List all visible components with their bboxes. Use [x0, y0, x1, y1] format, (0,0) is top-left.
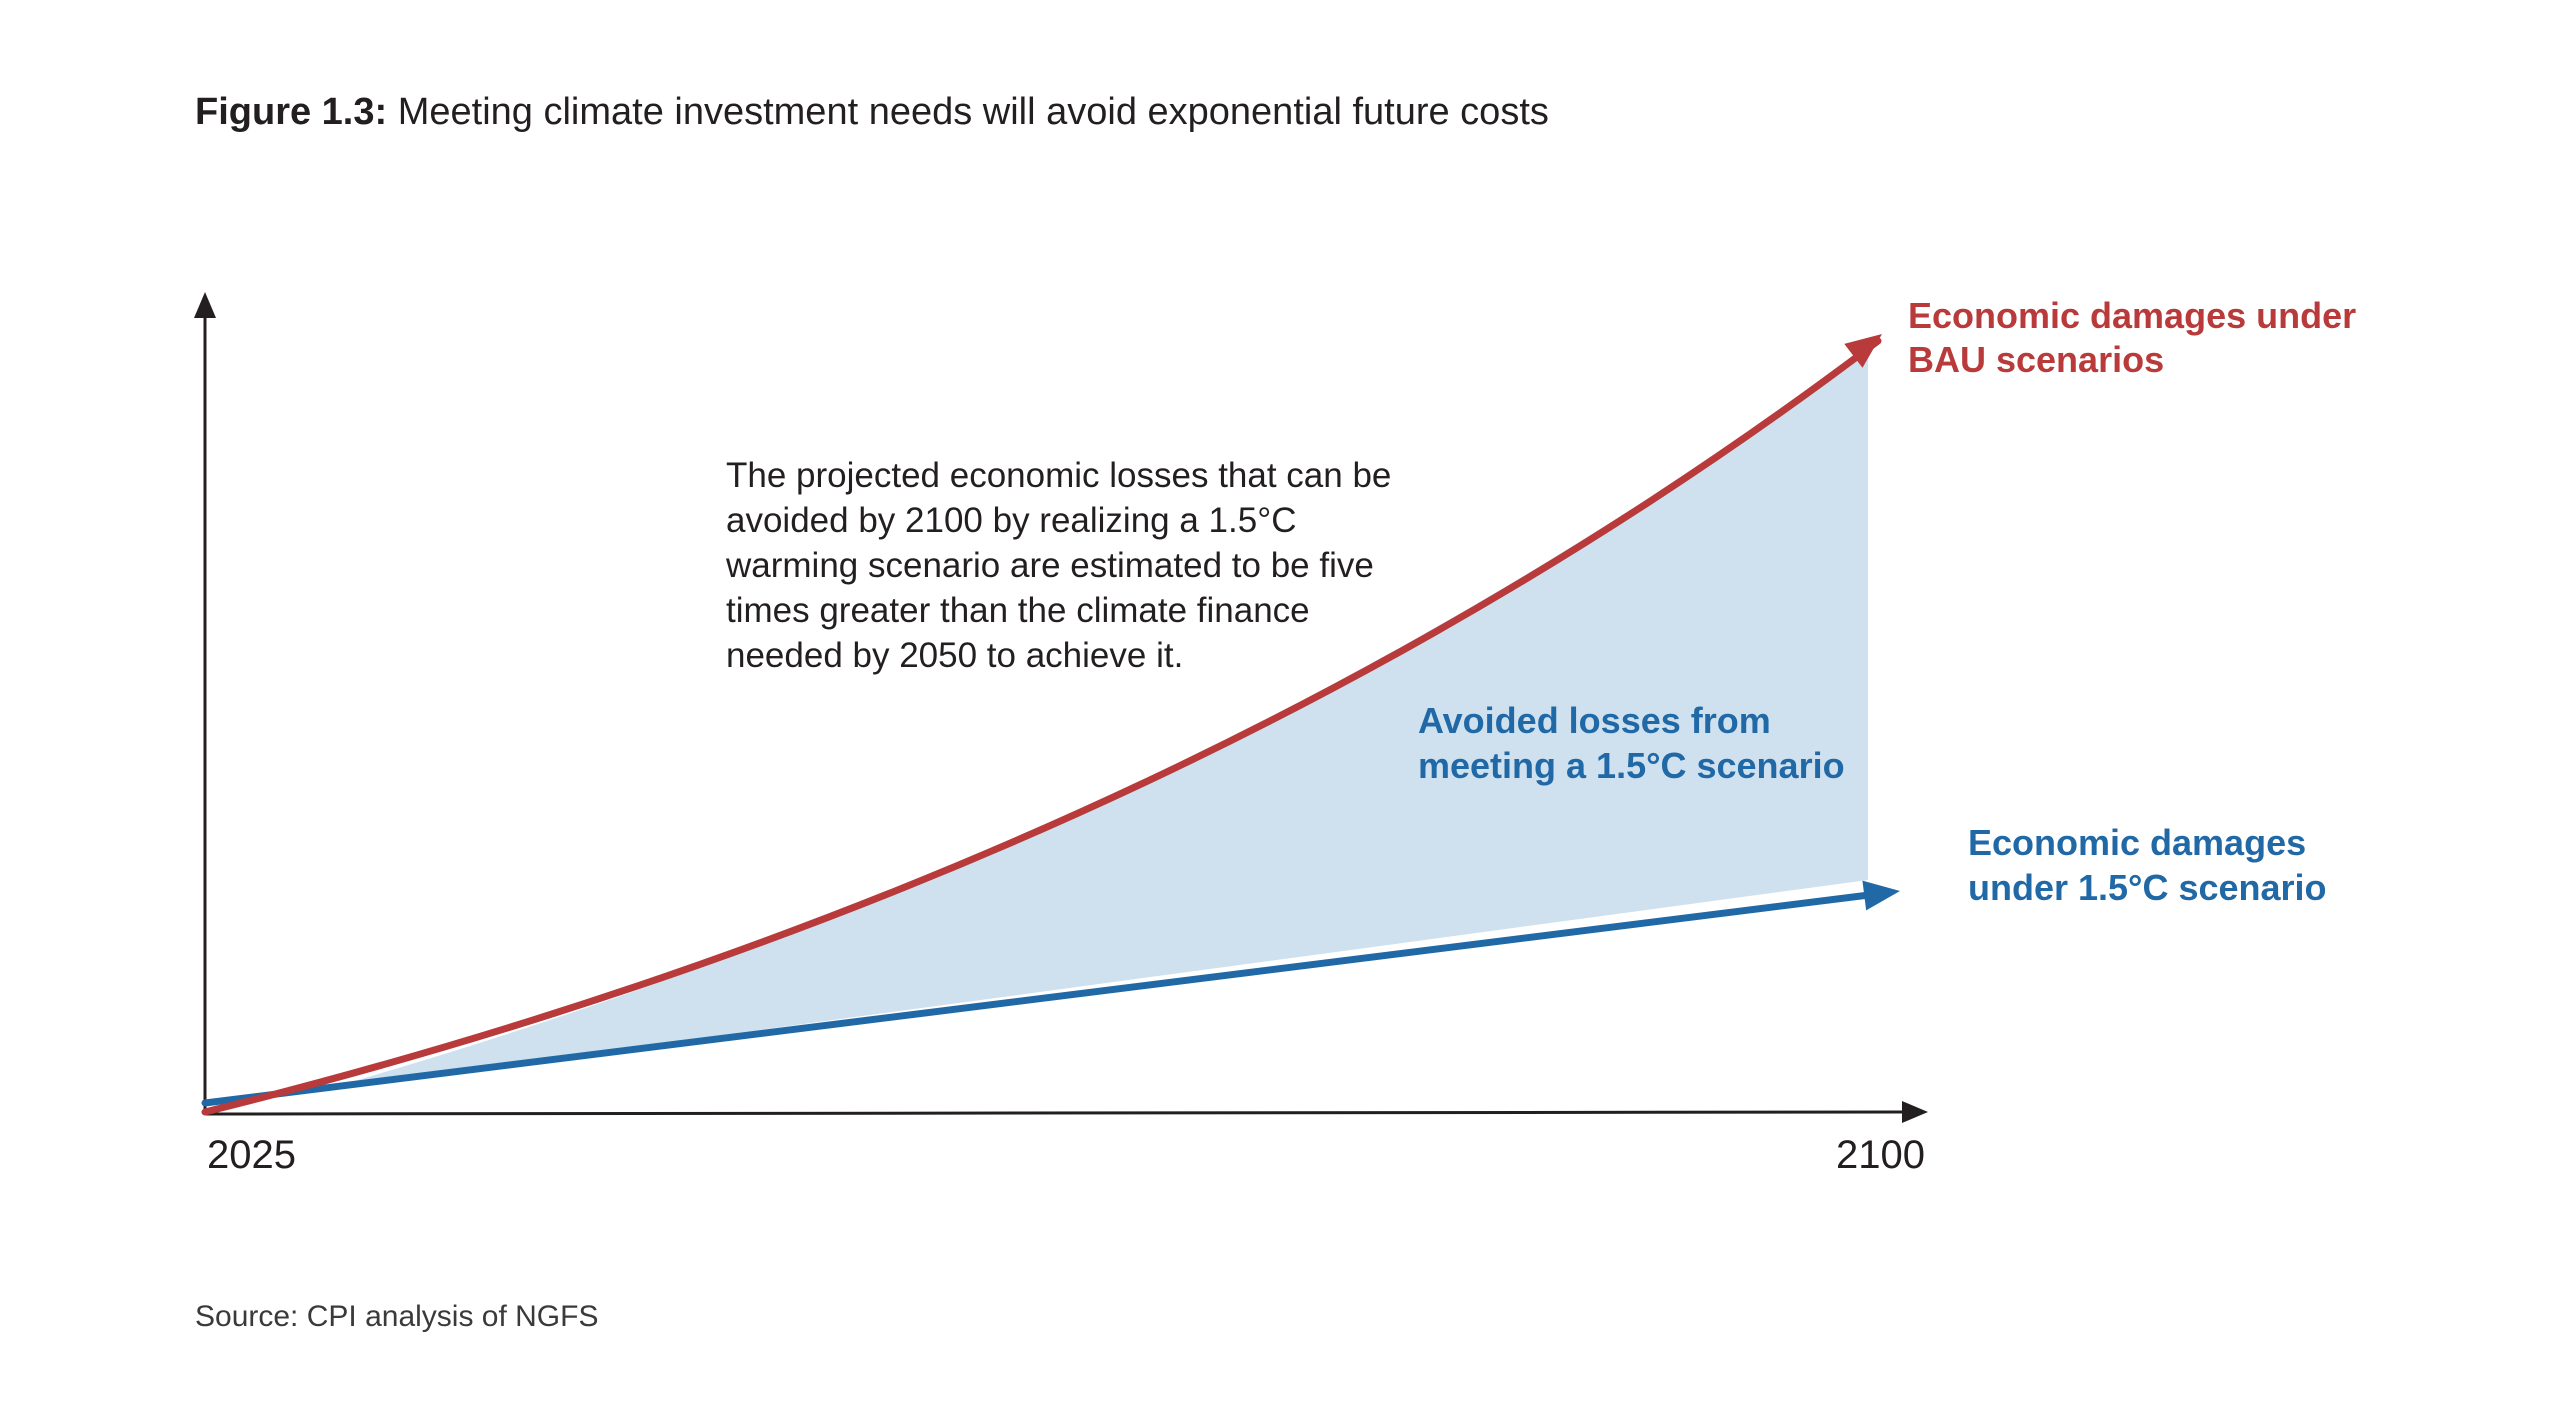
annotation-line-2: avoided by 2100 by realizing a 1.5°C: [726, 501, 1296, 540]
figure-label: Figure 1.3:: [195, 91, 388, 133]
source-note: Source: CPI analysis of NGFS: [195, 1300, 599, 1333]
series-line-1-5c: [201, 889, 1889, 1107]
series-label-1-5c-line-1: Economic damages: [1968, 822, 2306, 863]
y-axis-arrowhead: [194, 292, 216, 318]
series-label-bau-line-1: Economic damages under: [1908, 295, 2356, 336]
avoided-losses-area: [330, 348, 1868, 1088]
series-label-1-5c: Economic damages under 1.5°C scenario: [1968, 822, 2327, 908]
avoided-losses-label-line-1: Avoided losses from: [1418, 700, 1771, 741]
x-tick-label-start: 2025: [207, 1133, 296, 1177]
x-axis-arrowhead: [1902, 1101, 1928, 1123]
x-tick-label-end: 2100: [1836, 1133, 1925, 1177]
avoided-losses-label-line-2: meeting a 1.5°C scenario: [1418, 745, 1845, 786]
x-axis: [204, 1110, 1919, 1116]
series-line-bau: [201, 337, 1882, 1116]
series-arrowhead-1-5c: [1862, 880, 1900, 911]
annotation-line-5: needed by 2050 to achieve it.: [726, 636, 1183, 675]
annotation-text: The projected economic losses that can b…: [725, 456, 1401, 675]
avoided-losses-label: Avoided losses from meeting a 1.5°C scen…: [1418, 700, 1845, 786]
axes: [194, 292, 1928, 1123]
figure-title-text: Meeting climate investment needs will av…: [397, 91, 1549, 133]
series-label-bau-line-2: BAU scenarios: [1908, 339, 2164, 380]
series-label-bau: Economic damages under BAU scenarios: [1908, 295, 2366, 380]
annotation-line-3: warming scenario are estimated to be fiv…: [725, 546, 1374, 585]
series-label-1-5c-line-2: under 1.5°C scenario: [1968, 867, 2327, 908]
annotation-line-1: The projected economic losses that can b…: [726, 456, 1391, 495]
annotation-line-4: times greater than the climate finance: [726, 591, 1310, 630]
figure-title: Figure 1.3: Meeting climate investment n…: [195, 88, 1549, 136]
series-arrowhead-bau: [1844, 334, 1882, 368]
